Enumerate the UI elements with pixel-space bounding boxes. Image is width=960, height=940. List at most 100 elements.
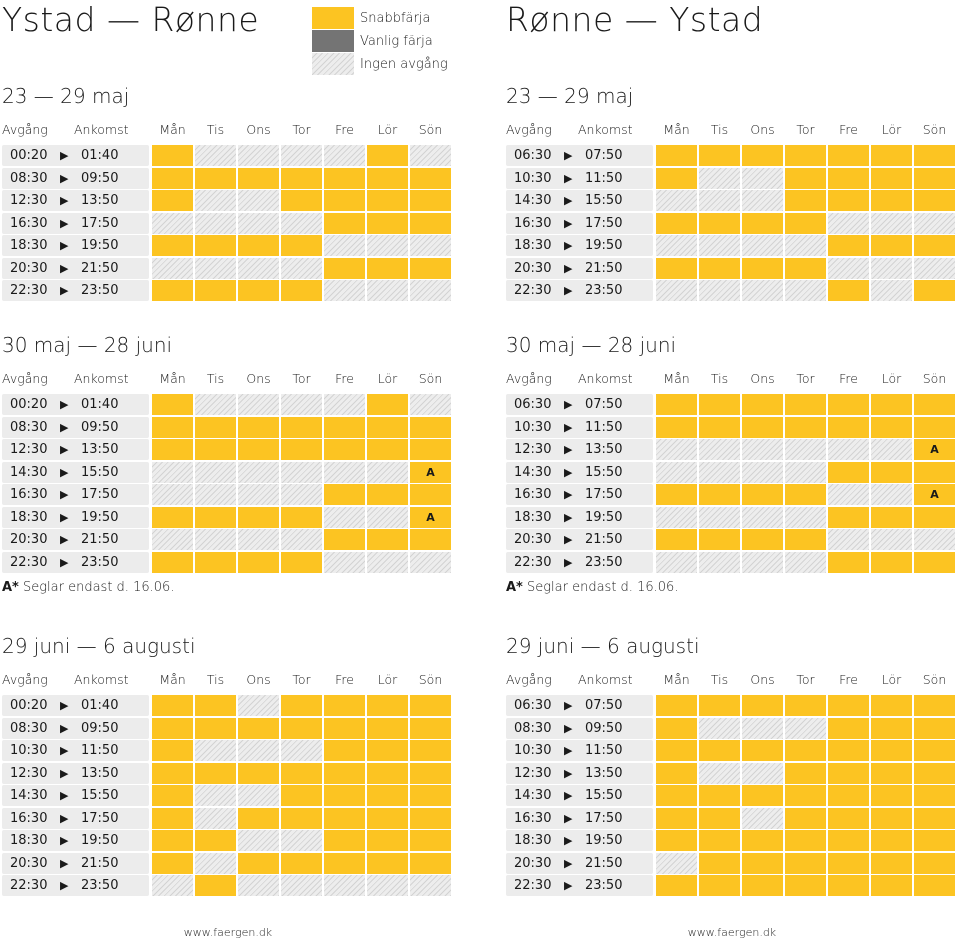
day-cell [281, 461, 322, 483]
day-cell [367, 394, 408, 415]
time-cell: 00:20 ▶ 01:40 [2, 394, 149, 415]
time-cell: 18:30 ▶ 19:50 [506, 830, 653, 851]
arrival-time: 17:50 [81, 810, 119, 826]
day-cell [410, 785, 451, 806]
day-cell [871, 212, 912, 234]
day-cell [742, 695, 783, 716]
day-cell [410, 484, 451, 505]
arrival-time: 21:50 [81, 855, 119, 871]
time-cell: 14:30 ▶ 15:50 [506, 461, 653, 483]
arrow-right-icon: ▶ [60, 533, 69, 546]
day-cell [656, 551, 697, 573]
time-cell: 08:30 ▶ 09:50 [2, 717, 149, 739]
footnote-text: Seglar endast d. 16.06. [18, 580, 175, 595]
day-cell [367, 785, 408, 806]
day-header: Mån [159, 371, 186, 386]
arrival-time: 23:50 [81, 554, 119, 570]
arrow-right-icon: ▶ [60, 171, 69, 185]
day-cell [410, 167, 451, 189]
time-cell: 12:30 ▶ 13:50 [2, 190, 149, 211]
day-cell [742, 439, 783, 460]
departure-time: 10:30 [514, 743, 552, 758]
day-cell [871, 785, 912, 806]
day-cell [410, 551, 451, 573]
day-cell [152, 416, 193, 438]
day-cell [238, 461, 279, 483]
day-cell [871, 506, 912, 528]
time-cell: 16:30 ▶ 17:50 [2, 484, 149, 505]
table-row: 08:30 ▶ 09:50 [506, 717, 958, 741]
arrival-time: 13:50 [585, 442, 623, 457]
day-cell [238, 807, 279, 829]
day-cell [828, 740, 869, 761]
arrow-right-icon: ▶ [60, 744, 69, 757]
table-row: 12:30 ▶ 13:50 [2, 762, 454, 786]
time-cell: 22:30 ▶ 23:50 [506, 551, 653, 573]
day-cell [410, 852, 451, 874]
day-cell [699, 830, 740, 851]
arrow-right-icon: ▶ [564, 744, 573, 757]
table-row: 06:30 ▶ 07:50 [506, 145, 958, 168]
table-row: 16:30 ▶ 17:50 A [506, 484, 958, 507]
day-cell [281, 717, 322, 739]
table-row: 18:30 ▶ 19:50 [2, 235, 454, 258]
arrow-right-icon: ▶ [60, 834, 69, 847]
day-cell [914, 852, 955, 874]
departure-time: 16:30 [514, 810, 552, 826]
arrow-right-icon: ▶ [564, 766, 573, 780]
day-cell [656, 394, 697, 415]
table-row: 00:20 ▶ 01:40 [2, 394, 454, 417]
day-cell [238, 852, 279, 874]
day-cell [785, 852, 826, 874]
day-cell [367, 190, 408, 211]
day-cell [195, 416, 236, 438]
departure-time: 00:20 [10, 397, 48, 412]
table-row: 14:30 ▶ 15:50 [506, 461, 958, 485]
time-cell: 20:30 ▶ 21:50 [506, 852, 653, 874]
arrival-time: 17:50 [81, 487, 119, 502]
timetable: 00:20 ▶ 01:40 08:30 ▶ 09:50 10:30 ▶ 11:50 12:30 ▶ 1… [2, 695, 454, 898]
arrival-time: 21:50 [585, 260, 623, 276]
day-cell [281, 807, 322, 829]
day-cell [281, 235, 322, 256]
day-cell [656, 235, 697, 256]
day-cell [152, 529, 193, 550]
day-cell [828, 875, 869, 896]
time-cell: 06:30 ▶ 07:50 [506, 394, 653, 415]
table-header: Avgång Ankomst Mån Tis Ons Tor Fre Lör Sön [2, 371, 454, 391]
departure-time: 16:30 [10, 810, 48, 826]
arrival-time: 17:50 [81, 215, 119, 231]
day-cell [785, 280, 826, 301]
day-header: Tis [710, 672, 729, 687]
day-cell [785, 506, 826, 528]
table-row: 14:30 ▶ 15:50 [506, 785, 958, 808]
day-cell [828, 167, 869, 189]
day-cell [742, 852, 783, 874]
arrow-right-icon: ▶ [60, 510, 69, 524]
arrow-right-icon: ▶ [564, 721, 573, 735]
day-cell [410, 717, 451, 739]
day-cell [742, 529, 783, 550]
website-link[interactable]: www.faergen.dk [687, 926, 777, 939]
day-cell [367, 875, 408, 896]
departure-time: 22:30 [514, 554, 552, 570]
day-cell [699, 852, 740, 874]
website-link[interactable]: www.faergen.dk [183, 926, 273, 939]
no-departure-swatch [312, 53, 354, 75]
day-cell [238, 717, 279, 739]
departure-time: 08:30 [10, 419, 48, 435]
day-cell [914, 875, 955, 896]
day-header: Mån [159, 672, 186, 687]
special-departure-mark: A [930, 443, 939, 456]
day-cell [828, 785, 869, 806]
day-cell [152, 280, 193, 301]
day-cell [871, 852, 912, 874]
day-cell [914, 145, 955, 166]
day-cell [281, 506, 322, 528]
day-cell [742, 394, 783, 415]
day-cell [281, 529, 322, 550]
day-cell [871, 807, 912, 829]
arrival-time: 21:50 [585, 855, 623, 871]
table-row: 22:30 ▶ 23:50 [506, 875, 958, 898]
day-cell [324, 695, 365, 716]
